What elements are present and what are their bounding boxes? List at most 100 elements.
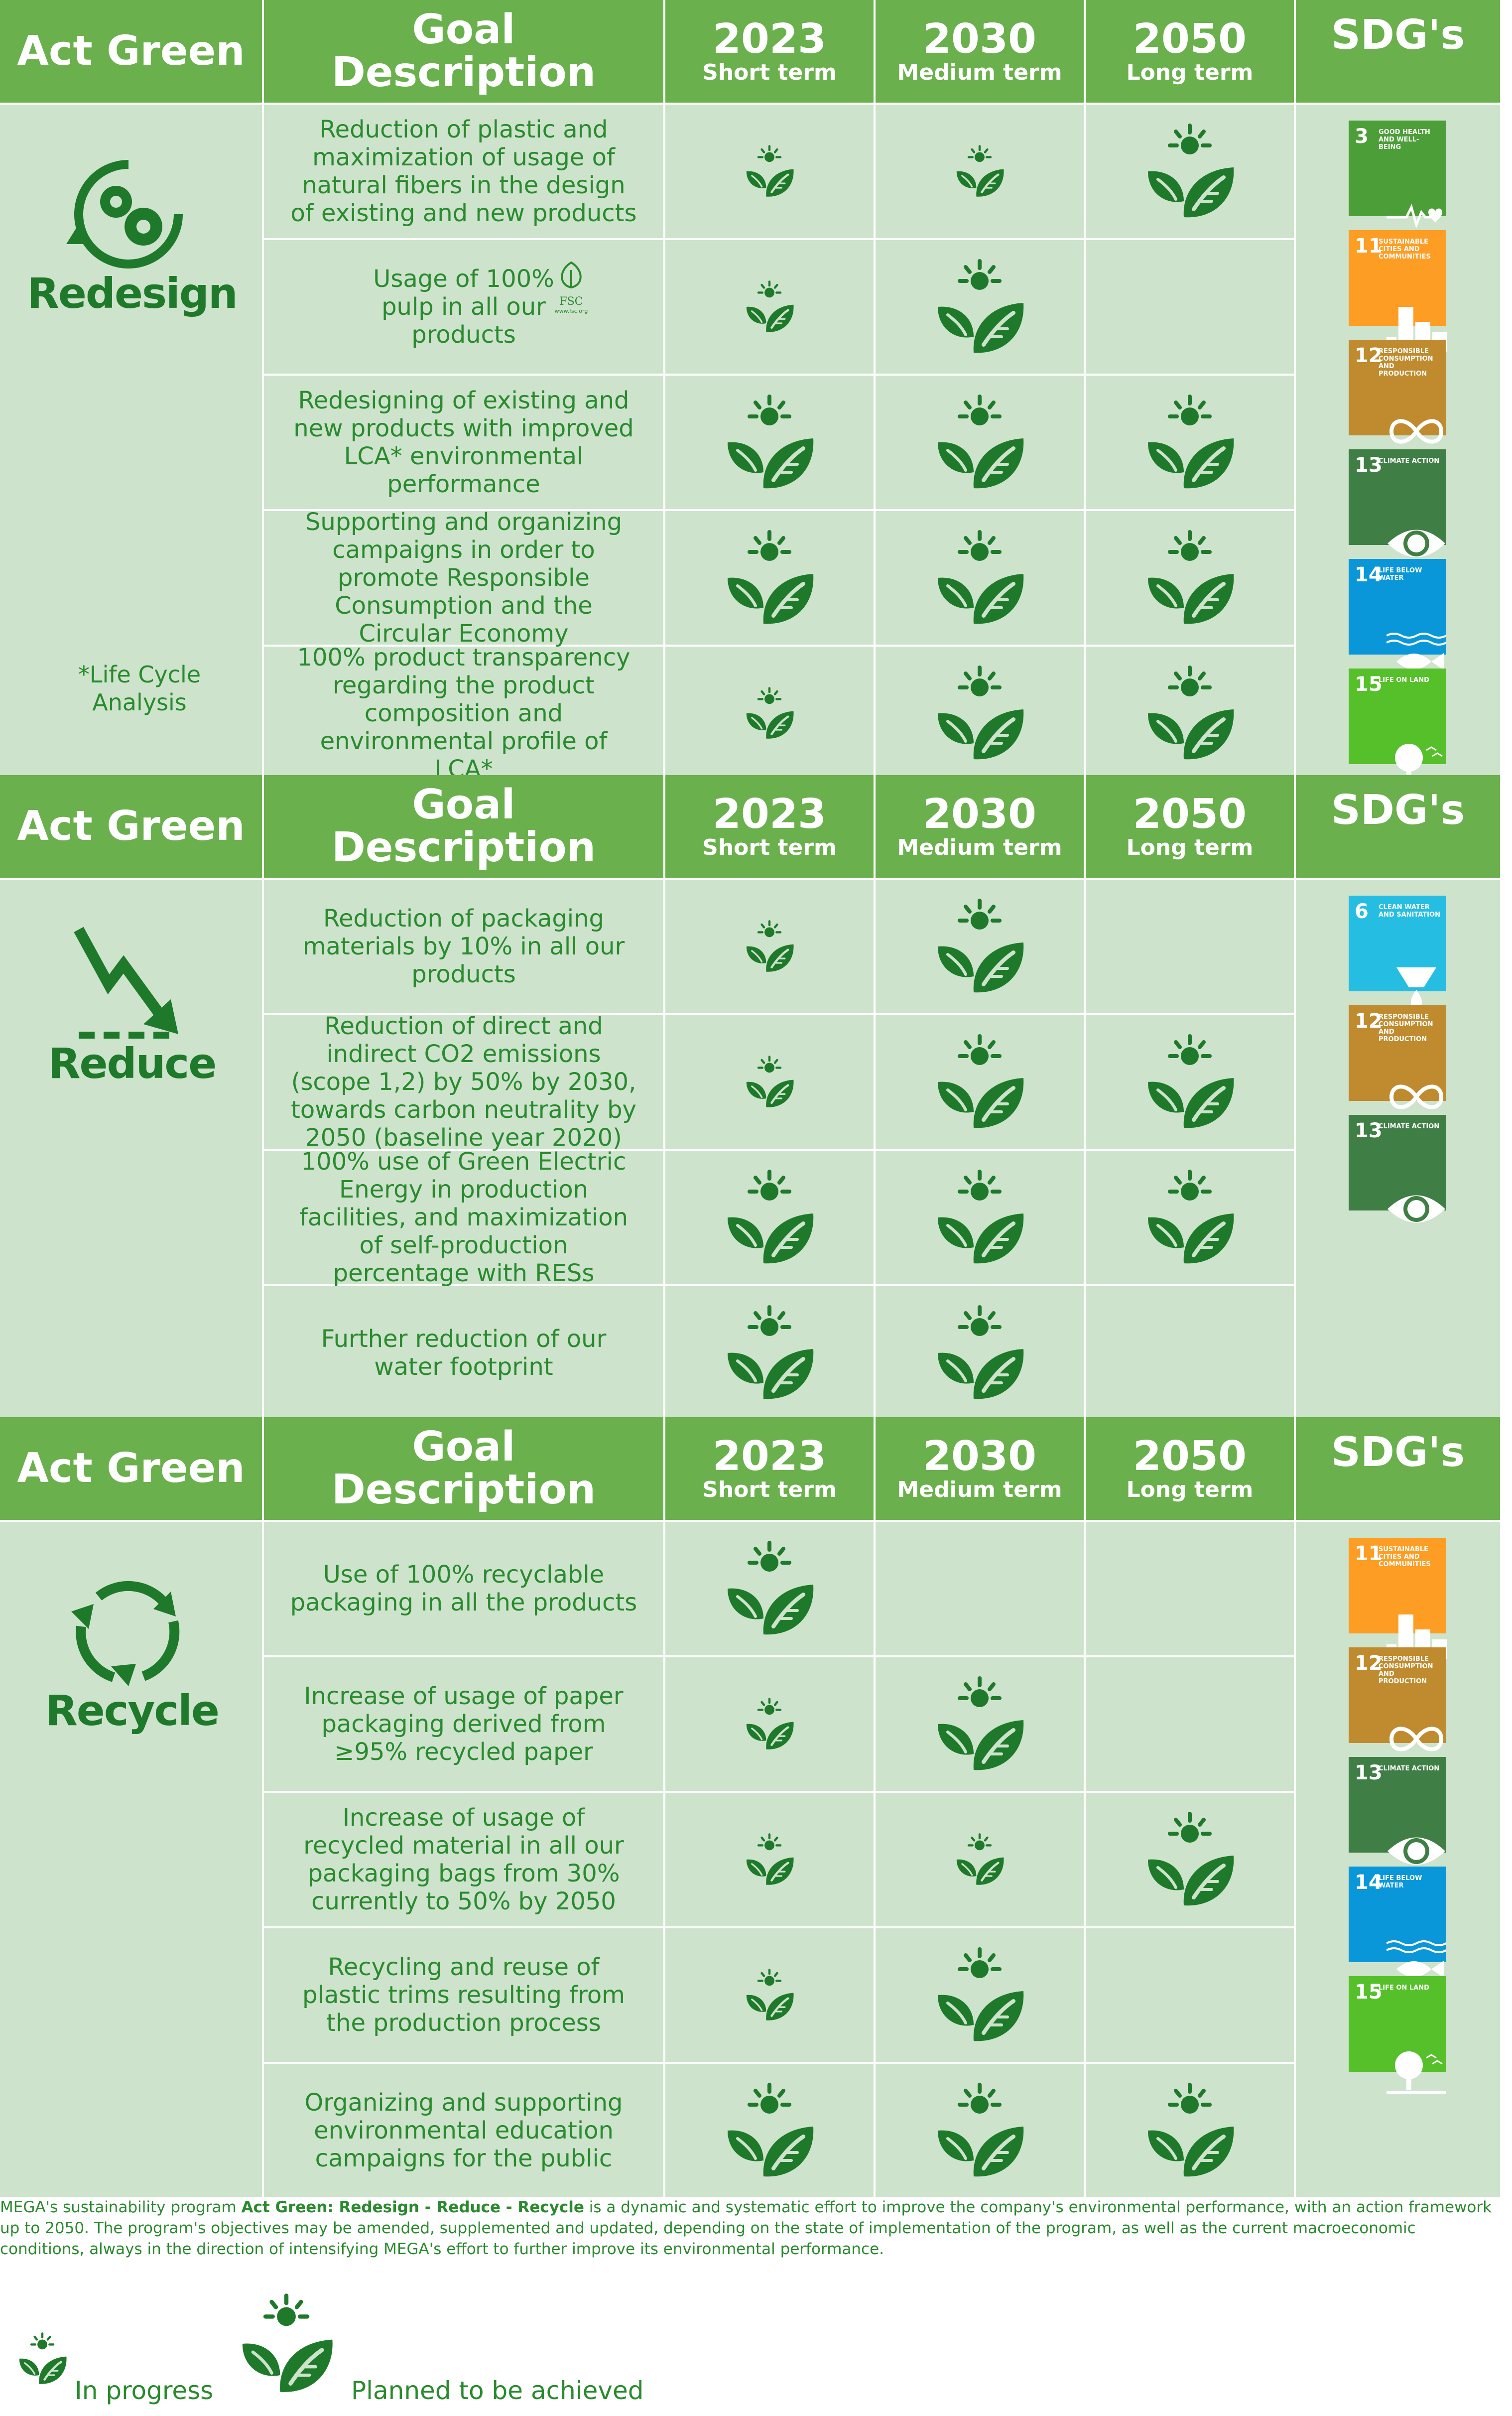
eye-globe-icon xyxy=(1368,1793,1445,1865)
sdg-column: 3 Good health and well-being 11 Sustainable… xyxy=(1296,105,1500,786)
goal-text: Reduction of direct and indirect CO2 emi… xyxy=(291,1012,636,1152)
goal-text: 100% use of Green Electric Energy in pro… xyxy=(299,1148,629,1287)
sdg-label: Life on land xyxy=(1379,1984,1429,1992)
goal-description: Reduction of direct and indirect CO2 emi… xyxy=(264,1012,663,1152)
planned-plant-icon xyxy=(728,1170,814,1264)
planned-plant-icon xyxy=(1148,666,1234,760)
sdg-number: 12 xyxy=(1355,344,1383,367)
goal-text: Reduction of plastic and maximization of… xyxy=(290,116,637,227)
planned-plant-icon xyxy=(728,395,814,489)
sdg-number: 6 xyxy=(1355,900,1369,923)
legend-planned: Planned to be achieved xyxy=(351,2376,644,2405)
sdg-label: Good health and well-being xyxy=(1379,129,1430,151)
sdg-number: 3 xyxy=(1355,125,1369,148)
planned-plant-icon xyxy=(938,666,1024,760)
category-title: Reduce xyxy=(48,1039,217,1088)
sdg-label: Sustainable cities and communities xyxy=(1379,1546,1431,1568)
in-progress-plant-icon xyxy=(746,1833,794,1885)
status-cell-2023 xyxy=(665,376,874,509)
planned-plant-icon xyxy=(1148,1034,1234,1128)
goal-text: Supporting and organizing campaigns in o… xyxy=(305,508,623,648)
sdg-tile-14: 14 Life below water xyxy=(1349,1867,1446,1978)
legend-in-progress: In progress xyxy=(75,2376,214,2405)
status-cell-2023 xyxy=(665,1928,874,2062)
sdg-column: 6 Clean water and sanitation 12 Responsible… xyxy=(1296,880,1500,1420)
in-progress-plant-icon xyxy=(746,1698,794,1749)
section-recycle: Act Green Goal Description 2023 Short term 20… xyxy=(0,1417,1512,2197)
status-cell-2050 xyxy=(1086,880,1294,1013)
header-2050: 2050 Long term xyxy=(1086,0,1294,103)
planned-plant-icon xyxy=(938,530,1024,624)
sdg-label: Life below water xyxy=(1379,567,1422,582)
in-progress-plant-icon xyxy=(956,145,1004,197)
goal-description: Usage of 100% pulp in all our products FS… xyxy=(264,240,663,374)
status-cell-2023 xyxy=(665,105,874,238)
planned-plant-icon xyxy=(242,2293,333,2392)
sdg-label: Sustainable cities and communities xyxy=(1379,238,1431,261)
sdg-tile-14: 14 Life below water xyxy=(1349,559,1446,670)
status-cell-2030 xyxy=(876,1657,1084,1791)
planned-plant-icon xyxy=(938,899,1024,993)
goal-description: Increase of usage of recycled material i… xyxy=(264,1793,663,1926)
goal-text: Increase of usage of paper packaging der… xyxy=(304,1682,624,1766)
sdg-number: 14 xyxy=(1355,1871,1383,1894)
in-progress-plant-icon xyxy=(746,687,794,739)
planned-plant-icon xyxy=(1148,530,1234,624)
sdg-tile-11: 11 Sustainable cities and communities xyxy=(1349,230,1447,352)
goal-description: Reduction of plastic and maximization of… xyxy=(264,105,663,238)
status-cell-2030 xyxy=(876,105,1084,238)
down-trend-arrow-icon xyxy=(74,927,178,1039)
infinity-icon xyxy=(1368,376,1444,444)
program-footnote: MEGA's sustainability program Act Green:… xyxy=(0,2197,1494,2260)
status-cell-2023 xyxy=(665,1522,874,1655)
sdg-number: 12 xyxy=(1355,1652,1383,1675)
goal-text: Reduction of packaging materials by 10% … xyxy=(302,905,625,988)
status-cell-2030 xyxy=(876,880,1084,1013)
status-cell-2030 xyxy=(876,1793,1084,1926)
category-cell: Reduce xyxy=(0,880,262,1420)
header-act-green: Act Green xyxy=(0,1417,262,1520)
fsc-label: FSC xyxy=(559,295,583,308)
goal-text: Redesigning of existing and new products… xyxy=(293,387,634,498)
planned-plant-icon xyxy=(938,1305,1024,1399)
status-cell-2030 xyxy=(876,2064,1084,2197)
sdg-number: 14 xyxy=(1355,563,1383,586)
sdg-tile-12: 12 Responsible consumption and production xyxy=(1349,1005,1446,1109)
header-2050: 2050 Long term xyxy=(1086,1417,1294,1520)
sdg-label: Clean water and sanitation xyxy=(1379,904,1440,919)
infinity-icon xyxy=(1368,1041,1444,1109)
planned-plant-icon xyxy=(1148,1812,1234,1906)
heartbeat-icon xyxy=(1368,156,1442,229)
goal-description: Redesigning of existing and new products… xyxy=(264,376,663,509)
category-icon-wrap xyxy=(64,920,203,1041)
fsc-logo: FSC www.fsc.org xyxy=(549,260,594,315)
sdg-number: 15 xyxy=(1355,1981,1383,2004)
header-act-green: Act Green xyxy=(0,0,262,103)
header-sdgs: SDG's xyxy=(1296,1417,1500,1520)
planned-plant-icon xyxy=(1148,395,1234,489)
sdg-tile-12: 12 Responsible consumption and production xyxy=(1349,340,1446,444)
city-icon xyxy=(1368,266,1447,352)
sdg-column: 11 Sustainable cities and communities 12 Re… xyxy=(1296,1522,1500,2197)
sdg-tile-15: 15 Life on land xyxy=(1349,669,1446,786)
goal-description: Use of 100% recyclable packaging in all … xyxy=(264,1522,663,1655)
status-cell-2030 xyxy=(876,240,1084,374)
sdg-label: Life on land xyxy=(1379,676,1429,684)
eye-globe-icon xyxy=(1368,485,1445,557)
in-progress-plant-icon xyxy=(746,145,794,197)
status-cell-2030 xyxy=(876,376,1084,509)
header-goal-description: Goal Description xyxy=(264,1417,663,1520)
sdg-label: Climate action xyxy=(1379,457,1440,465)
status-cell-2023 xyxy=(665,647,874,780)
status-cell-2050 xyxy=(1086,376,1294,509)
status-cell-2023 xyxy=(665,511,874,645)
status-cell-2030 xyxy=(876,1286,1084,1420)
status-cell-2050 xyxy=(1086,511,1294,645)
status-cell-2050 xyxy=(1086,1793,1294,1926)
sdg-label: Responsible consumption and production xyxy=(1379,348,1433,378)
status-cell-2023 xyxy=(665,240,874,374)
goal-text: Usage of 100% pulp in all our products xyxy=(373,265,554,349)
goal-description: 100% product transparency regarding the … xyxy=(264,644,663,783)
category-cell: Redesign *Life Cycle Analysis xyxy=(0,105,262,780)
goal-text: 100% product transparency regarding the … xyxy=(297,644,630,783)
